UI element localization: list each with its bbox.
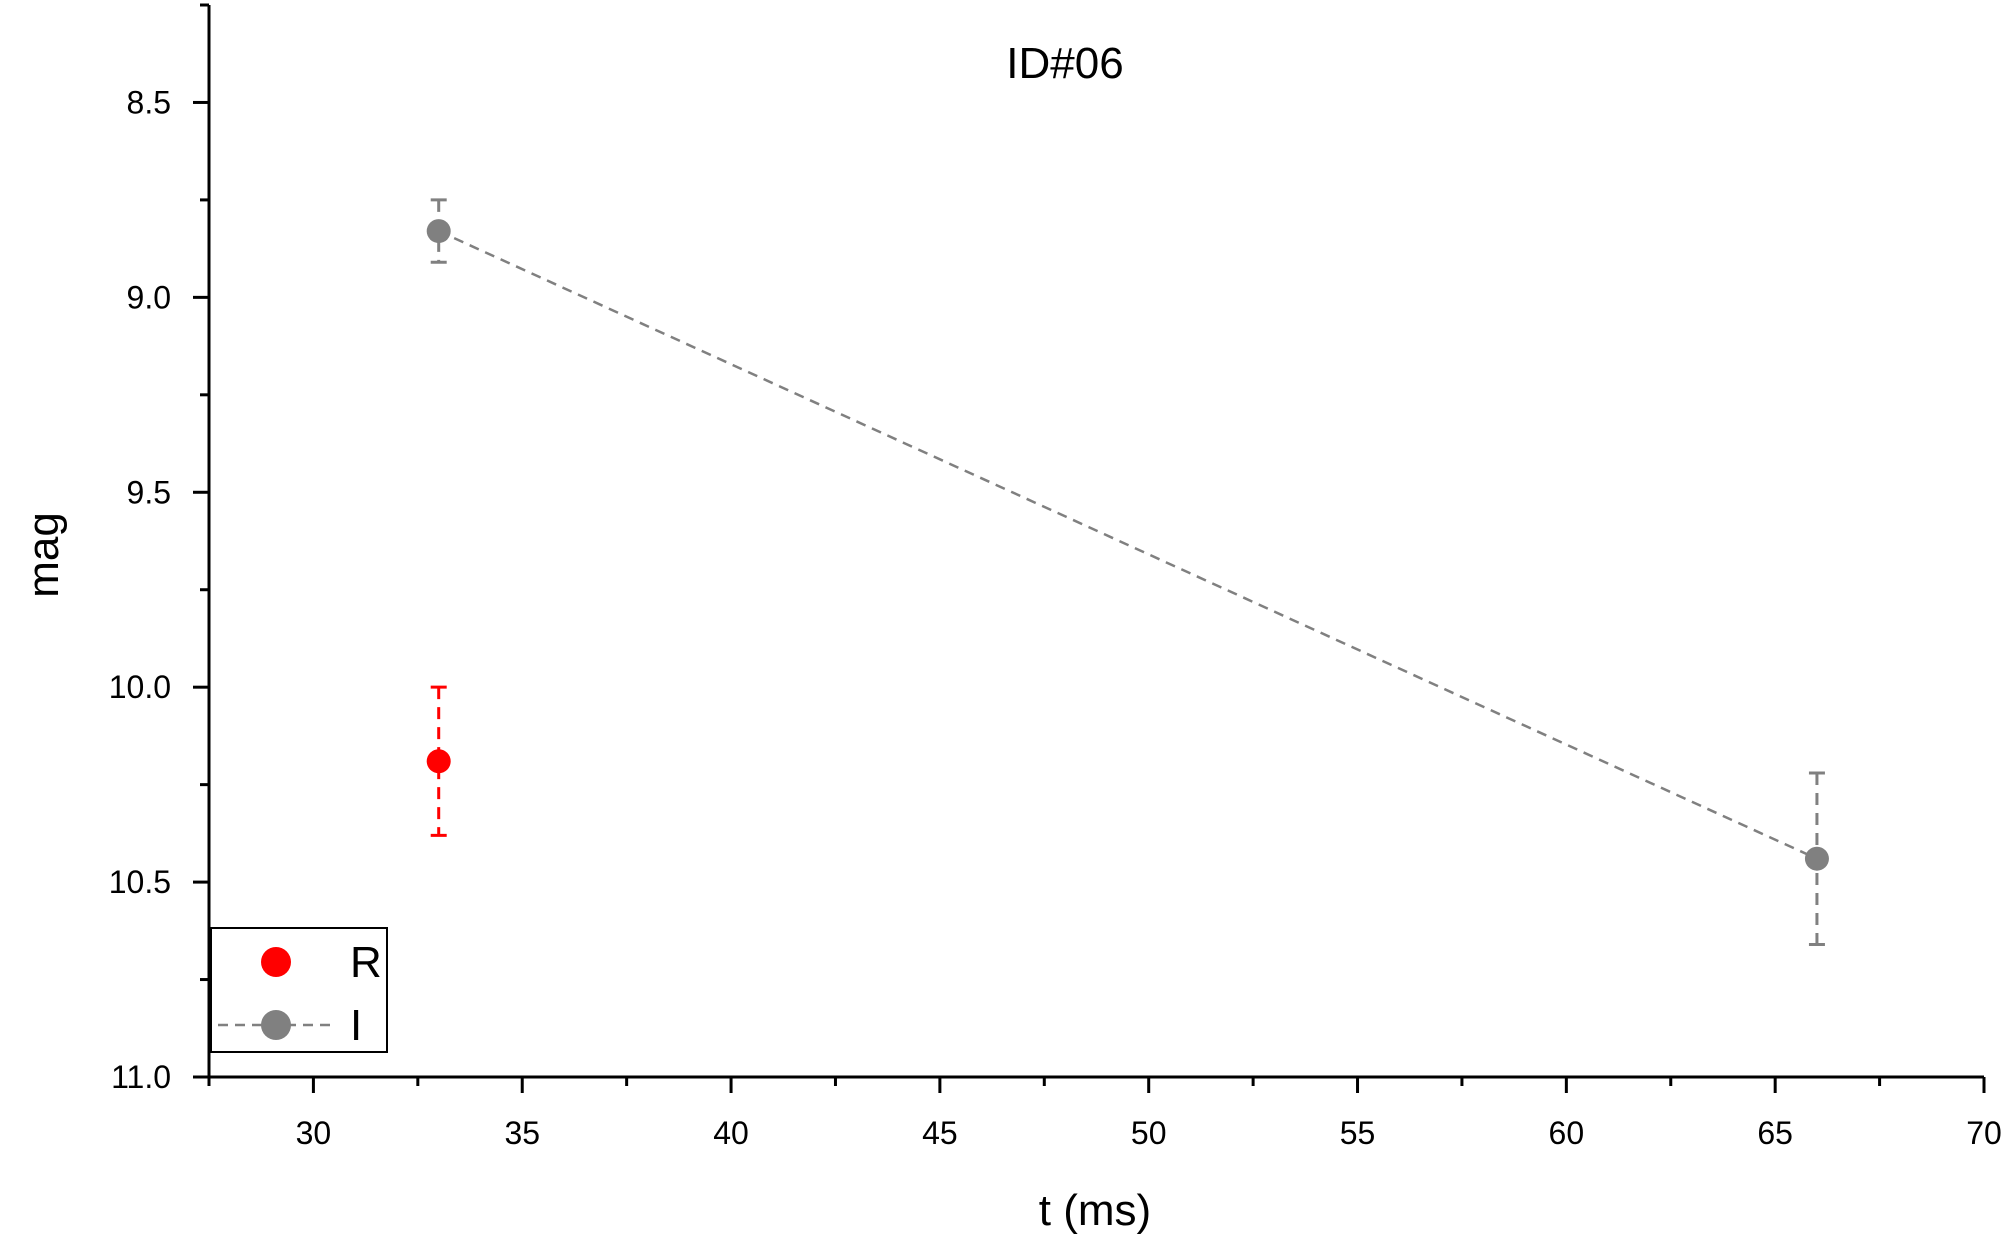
legend: R I [210, 927, 388, 1053]
x-tick-label: 45 [922, 1115, 958, 1151]
legend-box [210, 927, 388, 1053]
y-tick-label: 9.5 [127, 474, 171, 510]
legend-entry-r: R [261, 938, 382, 987]
plot-series [426, 198, 1829, 946]
series-i [426, 198, 1829, 946]
series-r [426, 685, 451, 837]
legend-marker [261, 1010, 291, 1040]
legend-entry-i: I [218, 1001, 362, 1050]
series-line [438, 229, 1818, 860]
y-axis-title: mag [19, 512, 68, 598]
y-tick-label: 8.5 [127, 84, 171, 120]
y-tick-label: 10.0 [109, 669, 171, 705]
x-tick-label: 60 [1549, 1115, 1585, 1151]
data-point [1804, 846, 1829, 871]
x-tick-label: 50 [1131, 1115, 1167, 1151]
legend-marker [261, 947, 291, 977]
y-tick-label: 11.0 [111, 1059, 171, 1095]
y-tick-label: 10.5 [109, 864, 171, 900]
x-tick-label: 65 [1757, 1115, 1793, 1151]
x-axis-title: t (ms) [1039, 1186, 1151, 1235]
y-tick-label: 9.0 [127, 279, 171, 315]
x-tick-label: 70 [1966, 1115, 2002, 1151]
legend-label: I [350, 1001, 362, 1050]
x-tick-label: 30 [296, 1115, 332, 1151]
axes: 30 35 40 45 50 55 60 65 70 8.5 9.0 9.5 10.0 10.5 11.0 [109, 3, 2002, 1151]
data-point [426, 749, 451, 774]
x-tick-label: 40 [713, 1115, 749, 1151]
legend-label: R [350, 938, 382, 987]
x-tick-label: 35 [504, 1115, 540, 1151]
x-tick-label: 55 [1340, 1115, 1376, 1151]
chart-title: ID#06 [1006, 39, 1123, 88]
data-point [426, 219, 451, 244]
